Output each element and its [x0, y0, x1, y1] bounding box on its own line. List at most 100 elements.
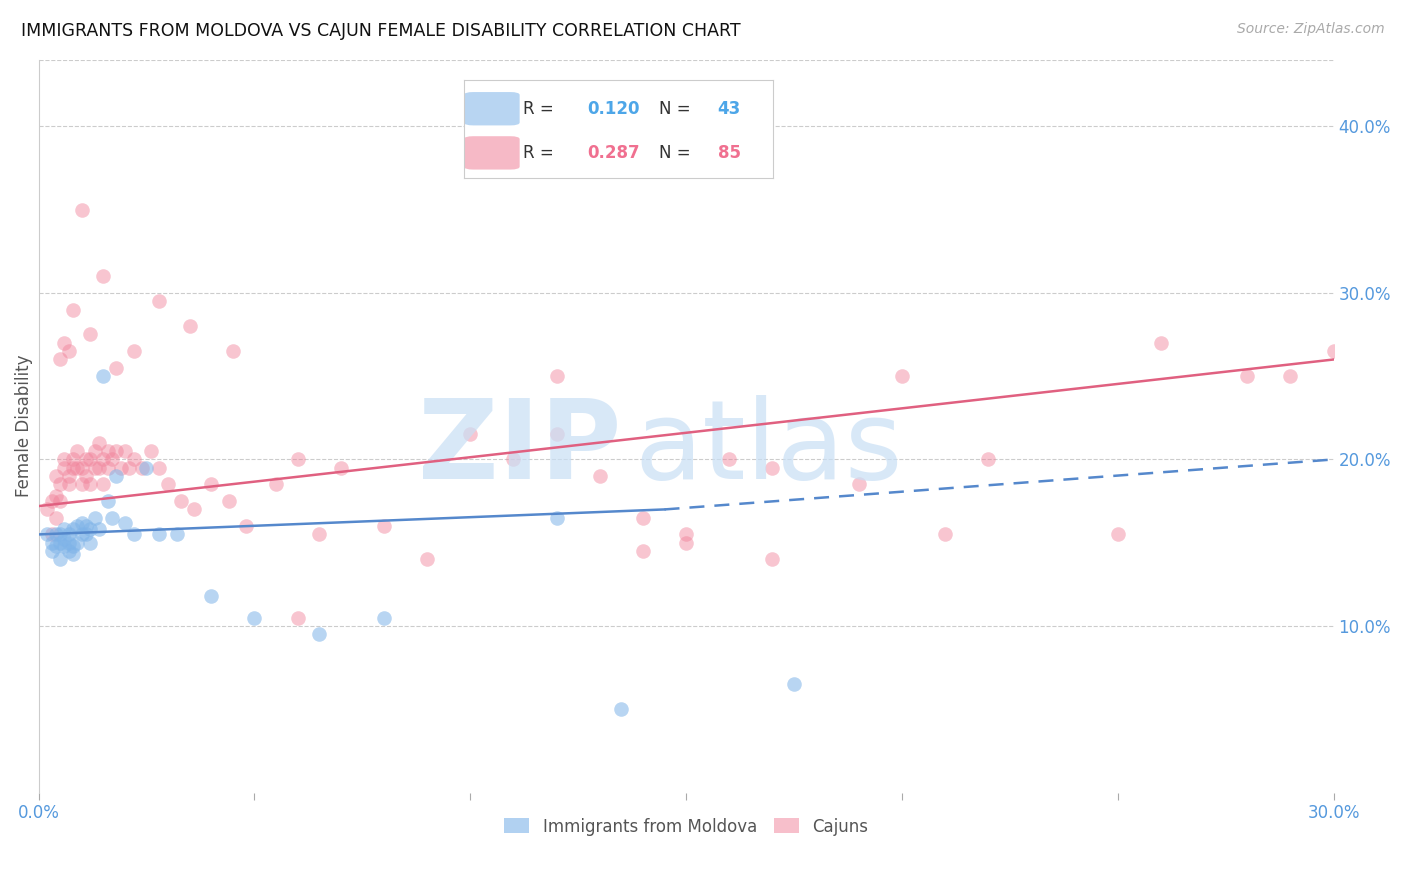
Point — [166, 527, 188, 541]
Point — [200, 589, 222, 603]
Point — [97, 494, 120, 508]
Point — [610, 702, 633, 716]
Point — [87, 460, 110, 475]
Point — [502, 452, 524, 467]
Text: R =: R = — [523, 144, 558, 161]
Point — [243, 611, 266, 625]
Point — [41, 544, 63, 558]
Point — [308, 527, 330, 541]
Point — [62, 539, 84, 553]
Point — [589, 469, 612, 483]
Point — [135, 460, 157, 475]
Text: 0.120: 0.120 — [588, 100, 640, 118]
Text: 43: 43 — [717, 100, 741, 118]
Point — [783, 677, 806, 691]
Point — [1279, 369, 1302, 384]
FancyBboxPatch shape — [464, 92, 520, 126]
Point — [41, 494, 63, 508]
Point — [170, 494, 193, 508]
Point — [287, 452, 309, 467]
Point — [58, 527, 80, 541]
Point — [1236, 369, 1258, 384]
Point — [546, 427, 568, 442]
Point — [287, 611, 309, 625]
Point — [79, 327, 101, 342]
Point — [79, 477, 101, 491]
Point — [122, 452, 145, 467]
Point — [66, 535, 89, 549]
Point — [91, 452, 114, 467]
Point — [45, 489, 67, 503]
Point — [1107, 527, 1129, 541]
Point — [110, 460, 132, 475]
Text: IMMIGRANTS FROM MOLDOVA VS CAJUN FEMALE DISABILITY CORRELATION CHART: IMMIGRANTS FROM MOLDOVA VS CAJUN FEMALE … — [21, 22, 741, 40]
Point — [53, 533, 76, 547]
FancyBboxPatch shape — [464, 136, 520, 169]
Point — [70, 202, 93, 217]
Text: R =: R = — [523, 100, 558, 118]
Point — [631, 510, 654, 524]
Point — [58, 469, 80, 483]
Point — [157, 477, 180, 491]
Point — [101, 510, 124, 524]
Point — [66, 444, 89, 458]
Point — [1150, 335, 1173, 350]
Point — [97, 460, 120, 475]
Point — [114, 516, 136, 530]
Point — [222, 344, 245, 359]
Point — [75, 452, 97, 467]
Point — [58, 544, 80, 558]
Point — [70, 516, 93, 530]
Text: Source: ZipAtlas.com: Source: ZipAtlas.com — [1237, 22, 1385, 37]
Point — [83, 460, 105, 475]
Point — [139, 444, 162, 458]
Point — [79, 535, 101, 549]
Point — [58, 477, 80, 491]
Point — [41, 527, 63, 541]
Point — [53, 452, 76, 467]
Point — [66, 460, 89, 475]
Point — [373, 519, 395, 533]
Point — [675, 527, 697, 541]
Point — [718, 452, 741, 467]
Point — [761, 460, 783, 475]
Point — [62, 460, 84, 475]
Point — [131, 460, 153, 475]
Point — [53, 539, 76, 553]
Point — [70, 527, 93, 541]
Point — [49, 494, 72, 508]
Point — [148, 460, 170, 475]
Text: N =: N = — [659, 144, 696, 161]
Point — [62, 452, 84, 467]
Point — [308, 627, 330, 641]
Point — [58, 344, 80, 359]
Point — [148, 527, 170, 541]
Text: 0.287: 0.287 — [588, 144, 640, 161]
Point — [70, 477, 93, 491]
Point — [105, 360, 128, 375]
Point — [91, 477, 114, 491]
Y-axis label: Female Disability: Female Disability — [15, 355, 32, 498]
Point — [235, 519, 257, 533]
Point — [53, 335, 76, 350]
Point — [264, 477, 287, 491]
Point — [546, 510, 568, 524]
Point — [49, 535, 72, 549]
Point — [546, 369, 568, 384]
Point — [122, 527, 145, 541]
Point — [45, 469, 67, 483]
Point — [329, 460, 352, 475]
Point — [62, 523, 84, 537]
Point — [101, 452, 124, 467]
Point — [87, 523, 110, 537]
Point — [83, 510, 105, 524]
Text: 85: 85 — [717, 144, 741, 161]
Point — [934, 527, 956, 541]
Point — [49, 477, 72, 491]
Point — [91, 269, 114, 284]
Point — [183, 502, 205, 516]
Point — [458, 427, 481, 442]
Point — [114, 444, 136, 458]
Point — [53, 523, 76, 537]
Point — [83, 444, 105, 458]
